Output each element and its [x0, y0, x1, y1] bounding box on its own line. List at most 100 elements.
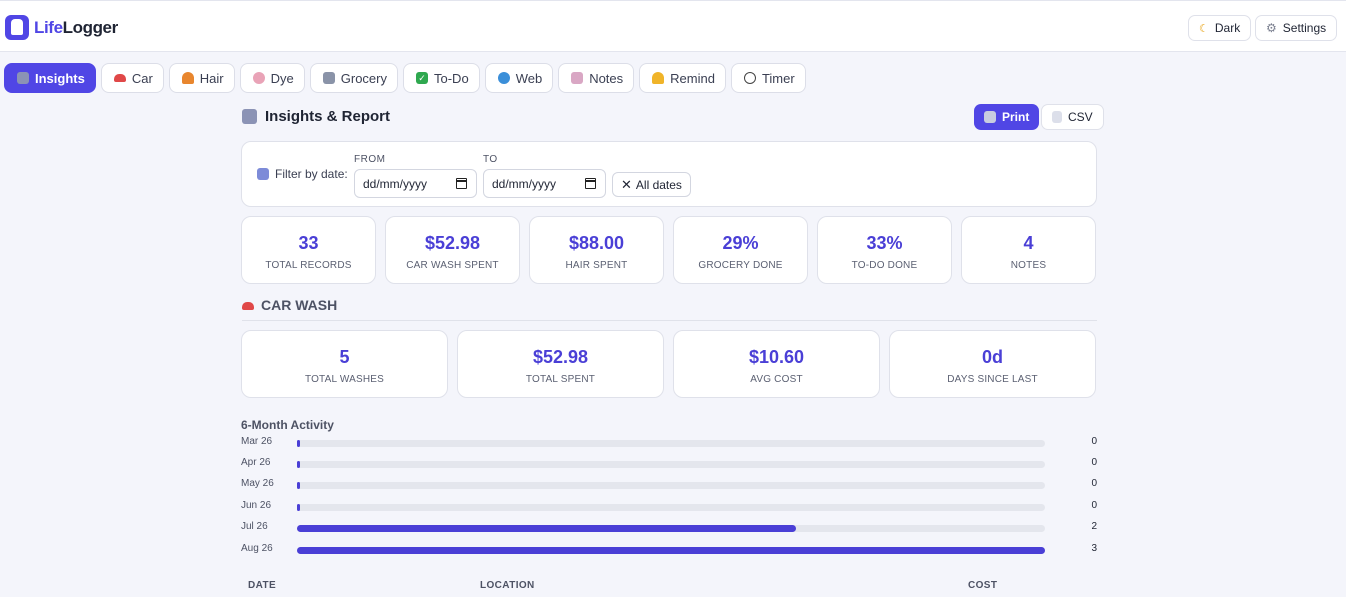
stat-value: 29%: [722, 233, 759, 253]
stat-label: Total Records: [265, 260, 352, 271]
summary-stats: 33 Total Records $52.98 Car Wash Spent $88…: [241, 216, 1096, 284]
tab-hair[interactable]: Hair: [168, 63, 235, 93]
stat-total-records: 33 Total Records: [241, 216, 376, 284]
haircut-icon: [181, 72, 194, 84]
activity-track: [297, 547, 1045, 554]
stat-value: 33%: [866, 233, 903, 253]
calendar-picker-icon[interactable]: [585, 178, 596, 189]
tab-insights[interactable]: Insights: [4, 63, 96, 93]
stat-label: Notes: [1010, 260, 1047, 271]
column-header-cost[interactable]: COST: [968, 580, 998, 591]
gear-icon: ⚙: [1266, 21, 1277, 35]
activity-month: May 26: [241, 478, 274, 489]
page-title-text: Insights & Report: [265, 108, 391, 125]
from-date-value: dd/mm/yyyy: [363, 176, 428, 191]
activity-row: Apr 26 0: [241, 457, 1097, 471]
chart-icon: [242, 109, 257, 124]
tab-bar: Insights Car Hair Dye Grocery ✓ To-Do We…: [4, 63, 806, 93]
stat-value: 5: [339, 347, 350, 367]
stat-value: $88.00: [568, 233, 625, 253]
stat-label: Grocery Done: [698, 260, 783, 271]
moon-icon: ☾: [1199, 22, 1209, 35]
activity-track: [297, 504, 1045, 511]
filter-label-text: Filter by date:: [275, 167, 348, 181]
tab-label: Notes: [589, 70, 624, 86]
stat-label: Days Since Last: [947, 374, 1038, 385]
dark-mode-button[interactable]: ☾ Dark: [1188, 15, 1252, 41]
tab-web[interactable]: Web: [484, 63, 554, 93]
tab-todo[interactable]: ✓ To-Do: [403, 63, 480, 93]
activity-row: May 26 0: [241, 478, 1097, 492]
activity-row: Jul 26 2: [241, 521, 1097, 535]
activity-month: Aug 26: [241, 543, 273, 554]
stat-todo-done: 33% To-Do Done: [817, 216, 952, 284]
tab-label: Web: [515, 70, 543, 86]
from-label: FROM: [354, 154, 386, 165]
activity-month: Jun 26: [241, 500, 272, 511]
print-button[interactable]: Print: [974, 104, 1040, 130]
activity-month: Apr 26: [241, 457, 271, 468]
tab-label: Timer: [761, 70, 795, 86]
tab-remind[interactable]: Remind: [639, 63, 726, 93]
stat-value: 33: [298, 233, 319, 253]
car-icon: [113, 74, 126, 82]
all-dates-button[interactable]: ✕ All dates: [612, 172, 691, 197]
app-logo[interactable]: LifeLogger: [5, 15, 118, 40]
stat-total-spent: $52.98 Total Spent: [457, 330, 664, 398]
tab-label: Remind: [670, 70, 715, 86]
stat-label: Car Wash Spent: [406, 260, 499, 271]
activity-bar: [297, 482, 300, 489]
tab-car[interactable]: Car: [100, 63, 164, 93]
tab-timer[interactable]: Timer: [730, 63, 806, 93]
activity-track: [297, 461, 1045, 468]
activity-count: 0: [1091, 436, 1097, 447]
activity-bar: [297, 440, 300, 447]
stat-hair-spent: $88.00 Hair Spent: [529, 216, 664, 284]
stat-avg-cost: $10.60 Avg Cost: [673, 330, 880, 398]
stat-label: To-Do Done: [851, 260, 918, 271]
stat-car-wash-spent: $52.98 Car Wash Spent: [385, 216, 520, 284]
cart-icon: [322, 72, 335, 84]
column-header-date[interactable]: DATE: [248, 580, 277, 591]
globe-icon: [497, 72, 510, 84]
activity-track: [297, 525, 1045, 532]
car-wash-stats: 5 Total Washes $52.98 Total Spent $10.60 Av…: [241, 330, 1096, 398]
activity-chart-title: 6-Month Activity: [241, 418, 334, 432]
file-icon: [1052, 111, 1062, 123]
section-title: CAR WASH: [261, 297, 338, 313]
tab-dye[interactable]: Dye: [239, 63, 305, 93]
to-label: TO: [483, 154, 498, 165]
printer-icon: [984, 111, 996, 123]
car-icon: [242, 302, 254, 310]
tab-notes[interactable]: Notes: [558, 63, 635, 93]
activity-count: 0: [1091, 478, 1097, 489]
stat-label: Total Washes: [304, 374, 385, 385]
stat-value: $52.98: [424, 233, 481, 253]
tab-label: Dye: [270, 70, 294, 86]
settings-button[interactable]: ⚙ Settings: [1255, 15, 1338, 41]
activity-bar: [297, 547, 1045, 554]
page-title: Insights & Report: [242, 108, 390, 125]
tab-label: Car: [131, 70, 153, 86]
logo-icon: [5, 15, 29, 40]
from-date-input[interactable]: dd/mm/yyyy: [354, 169, 477, 198]
app-title: LifeLogger: [34, 17, 118, 37]
calendar-picker-icon[interactable]: [456, 178, 467, 189]
csv-label: CSV: [1068, 110, 1093, 124]
memo-icon: [571, 72, 584, 84]
tab-grocery[interactable]: Grocery: [309, 63, 398, 93]
activity-row: Aug 26 3: [241, 543, 1097, 557]
column-header-location[interactable]: LOCATION: [480, 580, 535, 591]
stat-label: Total Spent: [525, 374, 596, 385]
csv-export-button[interactable]: CSV: [1041, 104, 1104, 130]
to-date-value: dd/mm/yyyy: [492, 176, 557, 191]
stat-value: 0d: [981, 347, 1003, 367]
stat-notes: 4 Notes: [961, 216, 1096, 284]
close-icon: ✕: [621, 176, 632, 192]
calendar-icon: [257, 168, 269, 180]
to-date-input[interactable]: dd/mm/yyyy: [483, 169, 606, 198]
activity-bar: [297, 461, 300, 468]
all-dates-label: All dates: [635, 177, 682, 192]
activity-month: Jul 26: [241, 521, 268, 532]
car-wash-section-header: CAR WASH: [242, 297, 1097, 321]
